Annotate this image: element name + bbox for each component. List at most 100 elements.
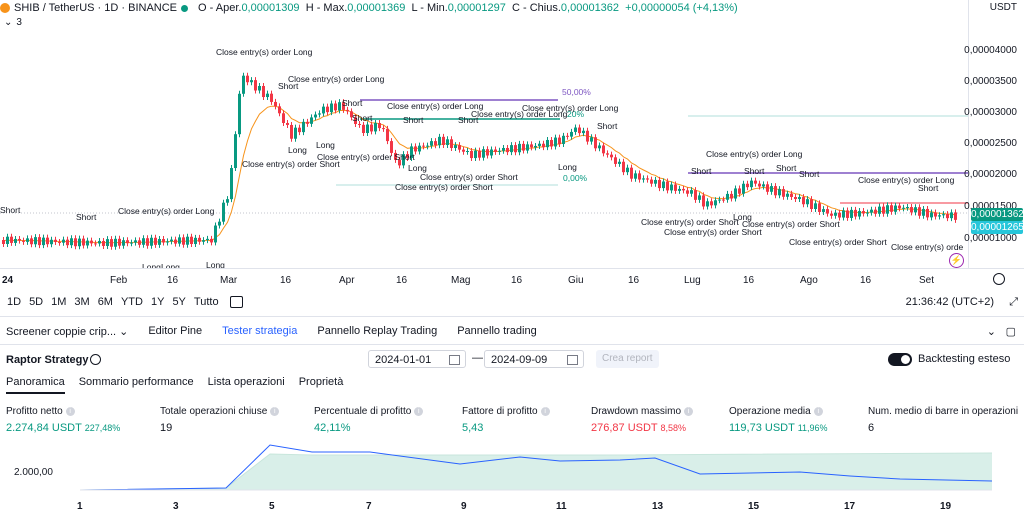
candle [234,134,237,169]
candle [546,139,549,148]
candle [650,179,653,184]
candle [502,147,505,151]
settings-icon[interactable] [993,273,1005,285]
price-axis[interactable]: USDT 0,00004000 0,00003500 0,00003000 0,… [964,0,1024,268]
equity-x-tick: 13 [652,501,664,512]
candle [134,240,137,243]
equity-x-tick: 19 [940,501,952,512]
equity-area [80,453,992,490]
trade-label: Short [799,169,820,179]
tab-screener[interactable]: Screener coppie crip... ⌄ [6,325,129,338]
tf-5y[interactable]: 5Y [172,296,186,308]
candle [246,75,249,83]
candle [474,150,477,159]
trade-label: Short [744,166,765,176]
date-from-field[interactable]: 2024-01-01 [368,350,466,368]
tab-overview[interactable]: Panoramica [6,376,65,394]
candle [770,186,773,192]
candle [154,237,157,245]
candle [646,178,649,180]
date-to-field[interactable]: 2024-09-09 [484,350,584,368]
candle [634,173,637,179]
tf-6m[interactable]: 6M [97,296,113,308]
currency-label[interactable]: USDT [989,2,1017,13]
time-tick: 16 [743,275,755,286]
clock-readout[interactable]: 21:36:42 (UTC+2) [905,296,994,308]
candle [734,188,737,199]
candle [22,240,25,242]
strategy-name[interactable]: Raptor Strategy [6,354,89,366]
candle [750,180,753,188]
candle [310,117,313,124]
candle [590,137,593,142]
candle [406,154,409,158]
candle [378,123,381,129]
candlestick-plot[interactable] [0,0,968,268]
tf-1y[interactable]: 1Y [150,296,165,308]
tab-trading-panel[interactable]: Pannello trading [457,325,537,337]
price-chart[interactable]: SHIB / TetherUS · 1D · BINANCE O - Aper.… [0,0,968,268]
candle [606,153,609,155]
candle [698,195,701,200]
tf-1m[interactable]: 1M [51,296,67,308]
indicator-toggle[interactable]: ⌄ 3 [4,17,22,28]
equity-chart[interactable]: 2.000,00 1 3 5 7 9 11 13 15 17 19 [0,438,1024,514]
info-icon: i [65,407,75,416]
candle [706,201,709,207]
candle [942,214,945,216]
tf-5d[interactable]: 5D [29,296,44,308]
candle [174,239,177,244]
candle [630,167,633,179]
tab-replay[interactable]: Pannello Replay Trading [317,325,438,337]
candle [82,238,85,246]
candle [926,208,929,218]
tf-3m[interactable]: 3M [74,296,90,308]
candle [786,193,789,197]
candle [614,157,617,164]
candle [866,212,869,214]
expand-icon[interactable]: ⤢ [1009,295,1018,308]
symbol-title[interactable]: SHIB / TetherUS · 1D · BINANCE [14,2,178,14]
settings-icon[interactable] [90,354,101,365]
metric-net-profit: Profitto netto i 2.274,84 USDT 227,48% [6,406,121,434]
candle [34,237,37,245]
lightning-icon[interactable]: ⚡ [949,253,964,268]
tab-strategy-tester[interactable]: Tester strategia [222,325,298,337]
trade-label: Close entry(s) order Short [242,159,340,169]
trade-label: Close entry(s) order Short [317,152,415,162]
time-tick: 16 [628,275,640,286]
candle [626,167,629,173]
collapse-icon[interactable]: ⌄ [986,325,996,338]
tab-pine-editor[interactable]: Editor Pine [148,325,203,337]
candle [330,103,333,113]
calendar-icon[interactable] [229,296,243,308]
maximize-icon[interactable]: ▢ [1005,325,1016,338]
fib-label: 20% [567,109,585,119]
candle [198,237,201,242]
candle [858,211,861,217]
tf-1d[interactable]: 1D [7,296,22,308]
equity-x-tick: 15 [748,501,760,512]
tf-all[interactable]: Tutto [193,296,219,308]
trade-label: Close entry(s) order Short [641,217,739,227]
time-axis[interactable]: 24 Feb 16 Mar 16 Apr 16 Mag 16 Giu 16 Lu… [0,268,1024,289]
candle [446,139,449,145]
candle [810,199,813,209]
candle [186,236,189,245]
tab-properties[interactable]: Proprietà [298,376,344,388]
candle [278,106,281,114]
candle [242,75,245,94]
candle [522,143,525,151]
create-report-button[interactable]: Crea report [596,350,659,368]
candle [70,238,73,246]
tab-trade-list[interactable]: Lista operazioni [207,376,285,388]
trade-label: Close entry(s) order Short [789,237,887,247]
candle [914,207,917,213]
trade-label: Long [733,212,752,222]
tf-ytd[interactable]: YTD [120,296,143,308]
tab-performance[interactable]: Sommario performance [78,376,194,388]
candle [74,238,77,247]
deep-backtest-toggle[interactable] [888,353,912,366]
candle [718,199,721,201]
candle [298,127,301,133]
